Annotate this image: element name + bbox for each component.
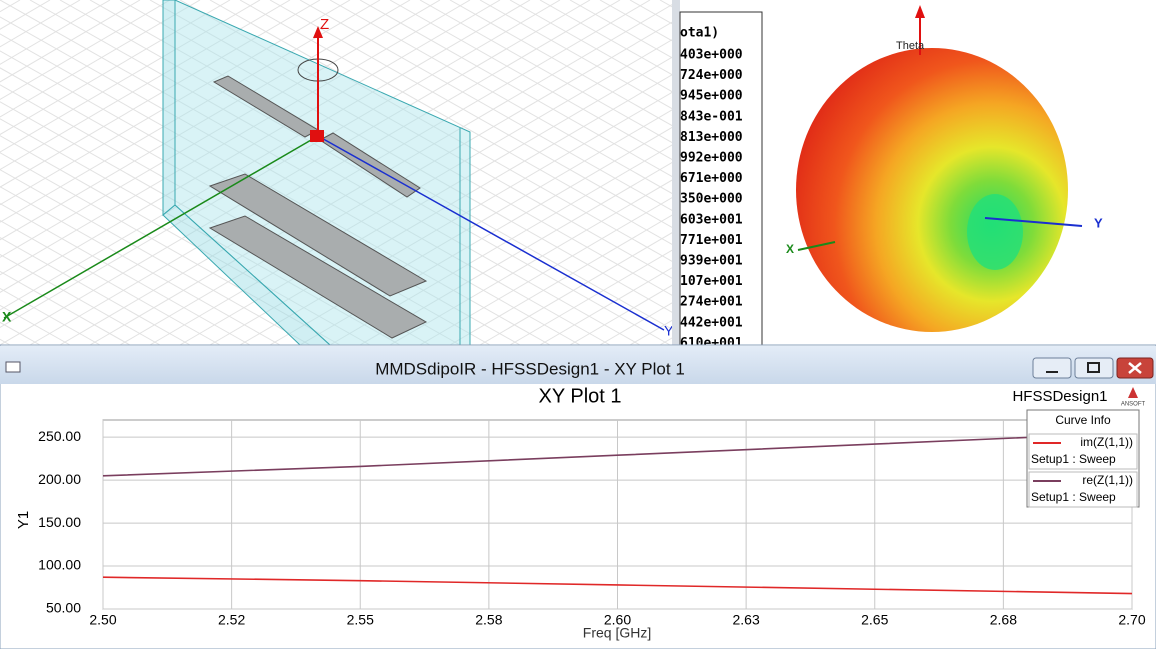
x-axis — [797, 241, 836, 251]
pattern-view[interactable]: ota1) 403e+000 724e+000 945e+000 843e-001 81… — [679, 0, 1156, 351]
window-icon[interactable] — [5, 361, 21, 373]
grid-decor — [59, 0, 671, 346]
legend-setup: Setup1 : Sweep — [1031, 452, 1116, 466]
origin-port — [310, 130, 324, 142]
legend-box — [679, 11, 763, 346]
axis-label: Theta — [896, 40, 925, 52]
x-tick-label: 2.70 — [1118, 612, 1145, 628]
legend-value: 107e+001 — [680, 274, 743, 289]
legend-value: 603e+001 — [680, 212, 743, 227]
legend-value: 350e+000 — [680, 192, 743, 207]
grid-decor — [0, 236, 191, 346]
legend-value: 843e-001 — [680, 109, 743, 124]
grid-decor — [0, 118, 401, 346]
grid-decor — [0, 0, 611, 346]
legend-value: 939e+001 — [680, 254, 743, 269]
legend-entry — [1028, 471, 1138, 508]
z-arrow — [313, 26, 323, 38]
legend-entry — [1028, 433, 1138, 470]
grid-decor — [0, 16, 581, 346]
legend-label: im(Z(1,1)) — [1080, 435, 1133, 449]
model-view[interactable]: Z Y X — [0, 0, 1156, 346]
legend-value: 813e+000 — [680, 130, 743, 145]
director — [208, 173, 428, 297]
grid-decor — [149, 0, 761, 346]
legend-value: 724e+000 — [680, 68, 743, 83]
grid-decor — [29, 0, 641, 346]
grid-decor — [0, 33, 551, 346]
grid-decor — [0, 169, 311, 346]
legend-value: 992e+000 — [680, 151, 743, 166]
legend-value: 274e+001 — [680, 295, 743, 310]
grid-decor — [0, 135, 371, 346]
substrate-side — [162, 0, 176, 217]
y-tick-label: 150.00 — [38, 514, 81, 530]
x-axis — [3, 135, 319, 319]
minimize-button[interactable] — [1032, 357, 1072, 379]
grid-decor — [0, 219, 221, 346]
axis-label: Y — [1094, 215, 1103, 230]
x-tick-label: 2.58 — [475, 612, 502, 628]
legend-value: 945e+000 — [680, 89, 743, 104]
legend-title: ota1) — [680, 26, 719, 41]
grid-decor — [119, 0, 731, 346]
y-tick-label: 250.00 — [38, 428, 81, 444]
legend-title: Curve Info — [1055, 413, 1111, 427]
x-tick-label: 2.65 — [861, 612, 888, 628]
y-tick-label: 50.00 — [46, 600, 81, 616]
legend-value: 403e+000 — [680, 48, 743, 63]
x-tick-label: 2.50 — [89, 612, 116, 628]
z-arrow — [915, 5, 925, 18]
x-tick-label: 2.60 — [604, 612, 631, 628]
axis-label: X — [786, 242, 794, 256]
window-title: MMDSdipoIR - HFSSDesign1 - XY Plot 1 — [375, 359, 685, 378]
legend-value: 771e+001 — [680, 233, 743, 248]
x-tick-label: 2.55 — [347, 612, 374, 628]
grid-decor — [0, 270, 131, 346]
series-line — [102, 432, 1133, 477]
chart-title: XY Plot 1 — [538, 385, 621, 407]
grid-decor — [0, 253, 161, 346]
x-tick-label: 2.52 — [218, 612, 245, 628]
icon — [1128, 362, 1142, 374]
axis-label: Z — [320, 16, 329, 33]
y-axis — [317, 135, 665, 331]
y-tick-label: 100.00 — [38, 557, 81, 573]
title-bar — [0, 346, 1156, 384]
pattern-null — [967, 194, 1023, 270]
series-line — [102, 576, 1133, 595]
design-label: HFSSDesign1 — [1012, 388, 1107, 405]
radiation-pattern — [796, 48, 1068, 332]
legend-value: 442e+001 — [680, 315, 743, 330]
grid-decor — [0, 186, 281, 346]
legend-setup: Setup1 : Sweep — [1031, 490, 1116, 504]
logo-mark — [1128, 387, 1138, 398]
x-tick-label: 2.68 — [990, 612, 1017, 628]
logo: ANSOFT — [1121, 402, 1146, 408]
legend-value: 671e+000 — [680, 171, 743, 186]
legend-label: re(Z(1,1)) — [1082, 473, 1133, 487]
grid-decor — [0, 203, 251, 346]
maximize-button[interactable] — [1074, 357, 1114, 379]
y-tick-label: 200.00 — [38, 471, 81, 487]
y-axis — [984, 217, 1083, 227]
axis-label: X — [2, 309, 12, 325]
x-axis-label: Freq [GHz] — [583, 625, 651, 641]
plot-window: MMDSdipoIR - HFSSDesign1 - XY Plot 1 XY … — [0, 344, 1156, 650]
grid-decor — [0, 152, 341, 346]
director — [208, 215, 428, 339]
grid-decor — [0, 50, 521, 346]
axis-label: Y — [664, 323, 674, 339]
x-tick-label: 2.63 — [733, 612, 760, 628]
splitter[interactable] — [672, 0, 680, 345]
y-axis-label: Y1 — [15, 511, 32, 529]
icon — [1087, 362, 1100, 373]
